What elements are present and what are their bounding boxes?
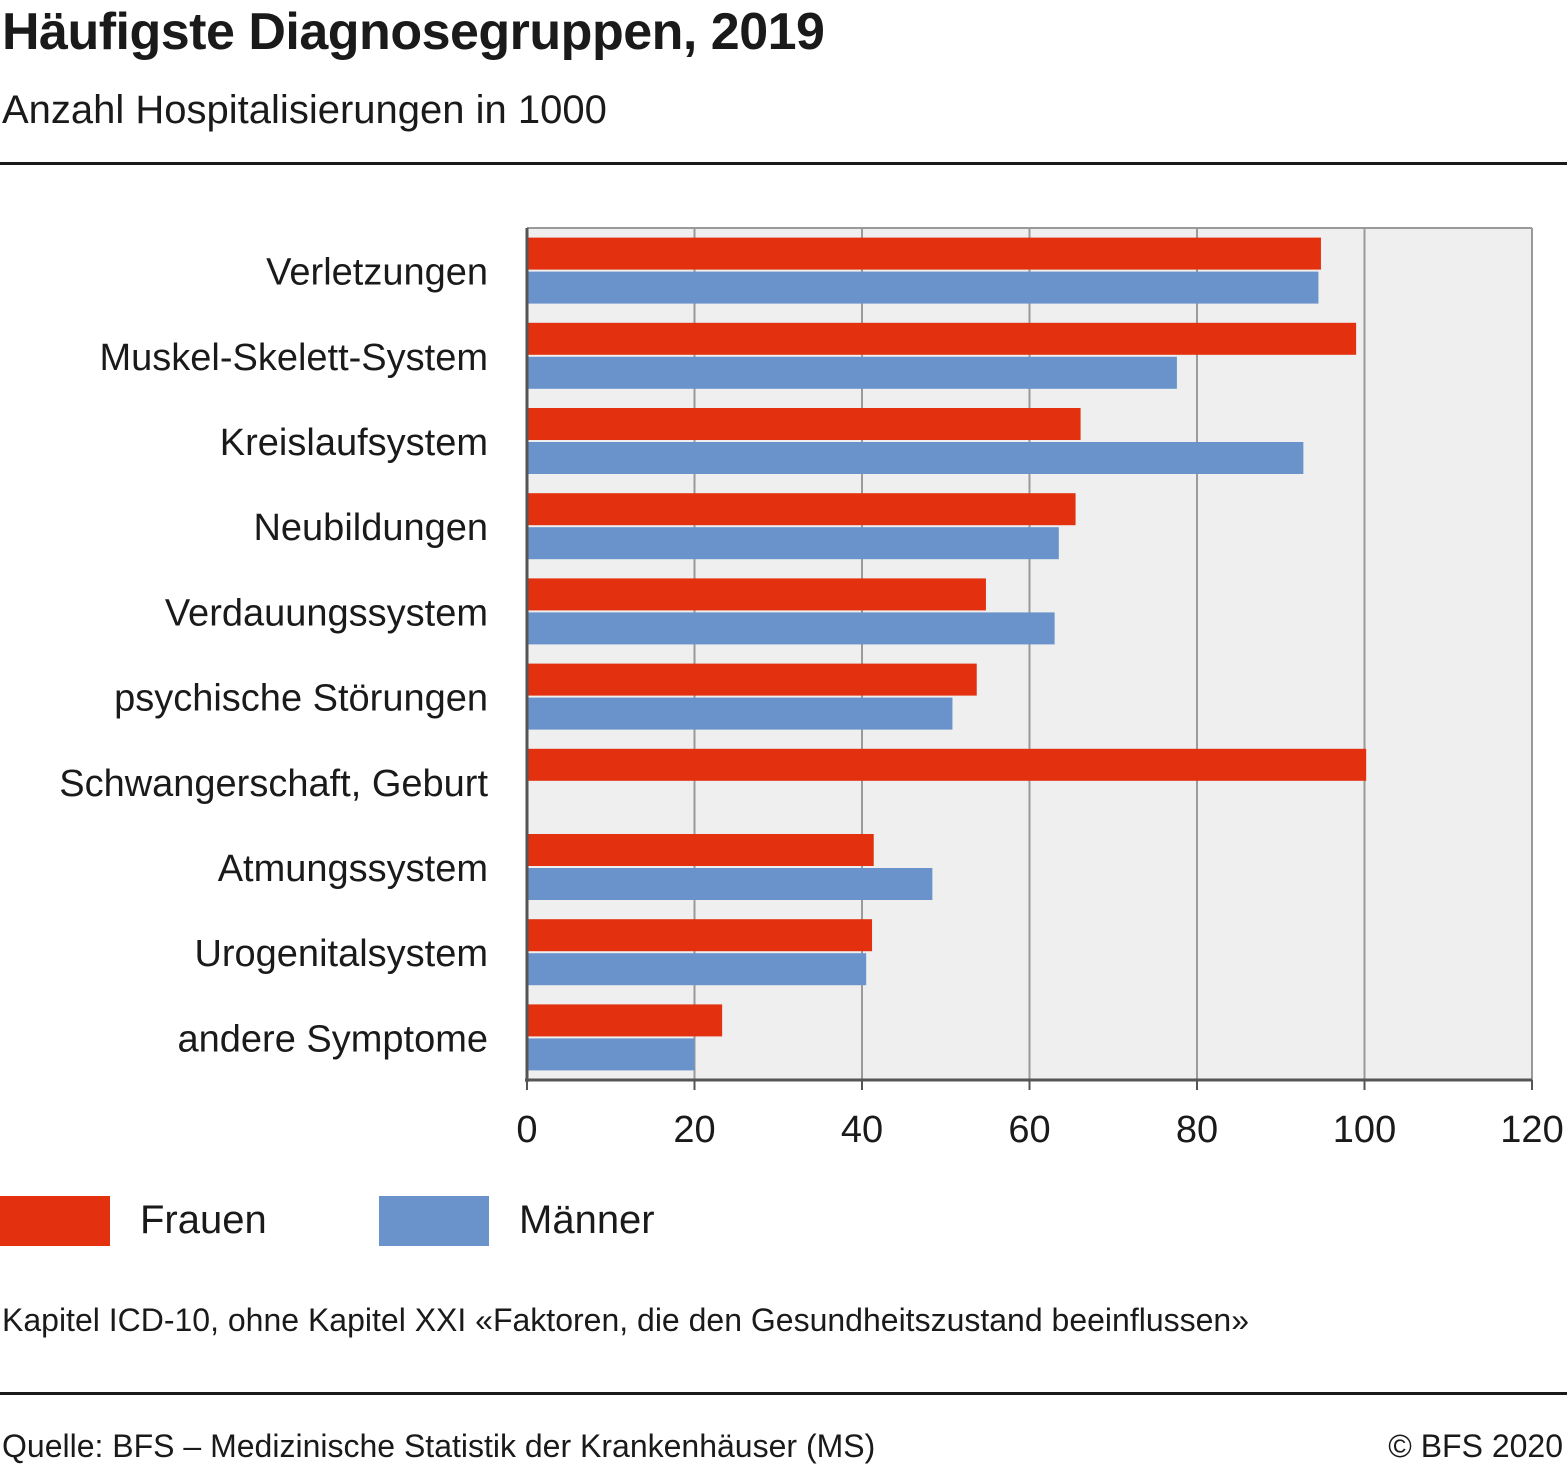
bar-frauen xyxy=(527,322,1357,355)
legend-swatch-frauen xyxy=(0,1196,110,1246)
source-note: Quelle: BFS – Medizinische Statistik der… xyxy=(2,1428,876,1464)
copyright: © BFS 2020 xyxy=(1388,1428,1563,1464)
category-label: Muskel-Skelett-System xyxy=(99,337,488,379)
footnote: Kapitel ICD-10, ohne Kapitel XXI «Faktor… xyxy=(2,1302,1250,1338)
bar-frauen xyxy=(527,578,986,611)
bar-maenner xyxy=(527,356,1177,389)
category-label: Urogenitalsystem xyxy=(194,933,488,975)
category-label: Verletzungen xyxy=(266,252,488,294)
x-tick-label: 80 xyxy=(1176,1109,1218,1151)
bar-frauen xyxy=(527,663,977,696)
bar-maenner xyxy=(527,697,953,730)
x-tick-label: 20 xyxy=(673,1109,715,1151)
x-tick-label: 0 xyxy=(516,1109,537,1151)
bar-chart: Verletzungen Muskel-Skelett-System Kreisla… xyxy=(59,227,1564,1151)
bar-frauen xyxy=(527,748,1367,781)
category-label: Neubildungen xyxy=(253,507,488,549)
x-tick-label: 100 xyxy=(1333,1109,1396,1151)
bar-maenner xyxy=(527,868,933,900)
category-label: Schwangerschaft, Geburt xyxy=(59,763,488,805)
x-tick-label: 40 xyxy=(841,1109,883,1151)
bar-frauen xyxy=(527,493,1076,526)
category-label: Verdauungssystem xyxy=(165,592,488,634)
category-label: Atmungssystem xyxy=(218,848,488,890)
top-divider xyxy=(0,162,1567,165)
x-tick-label: 120 xyxy=(1500,1109,1563,1151)
bar-maenner xyxy=(527,612,1055,645)
bottom-divider xyxy=(0,1392,1567,1395)
bar-frauen xyxy=(527,408,1081,440)
legend-swatch-maenner xyxy=(379,1196,489,1246)
legend-label-maenner: Männer xyxy=(519,1198,655,1242)
bar-frauen xyxy=(527,919,873,952)
bar-maenner xyxy=(527,442,1304,474)
category-label: psychische Störungen xyxy=(114,678,488,720)
chart-title: Häufigste Diagnosegruppen, 2019 xyxy=(2,3,825,61)
legend-label-frauen: Frauen xyxy=(140,1198,267,1242)
bar-maenner xyxy=(527,1038,695,1071)
category-label: Kreislaufsystem xyxy=(220,422,488,464)
bar-maenner xyxy=(527,527,1059,560)
bar-frauen xyxy=(527,1004,723,1037)
bar-maenner xyxy=(527,271,1319,304)
chart-subtitle: Anzahl Hospitalisierungen in 1000 xyxy=(2,88,607,132)
bar-maenner xyxy=(527,953,867,986)
bar-frauen xyxy=(527,237,1321,270)
bar-frauen xyxy=(527,834,874,866)
x-tick-label: 60 xyxy=(1008,1109,1050,1151)
category-label: andere Symptome xyxy=(178,1018,489,1060)
